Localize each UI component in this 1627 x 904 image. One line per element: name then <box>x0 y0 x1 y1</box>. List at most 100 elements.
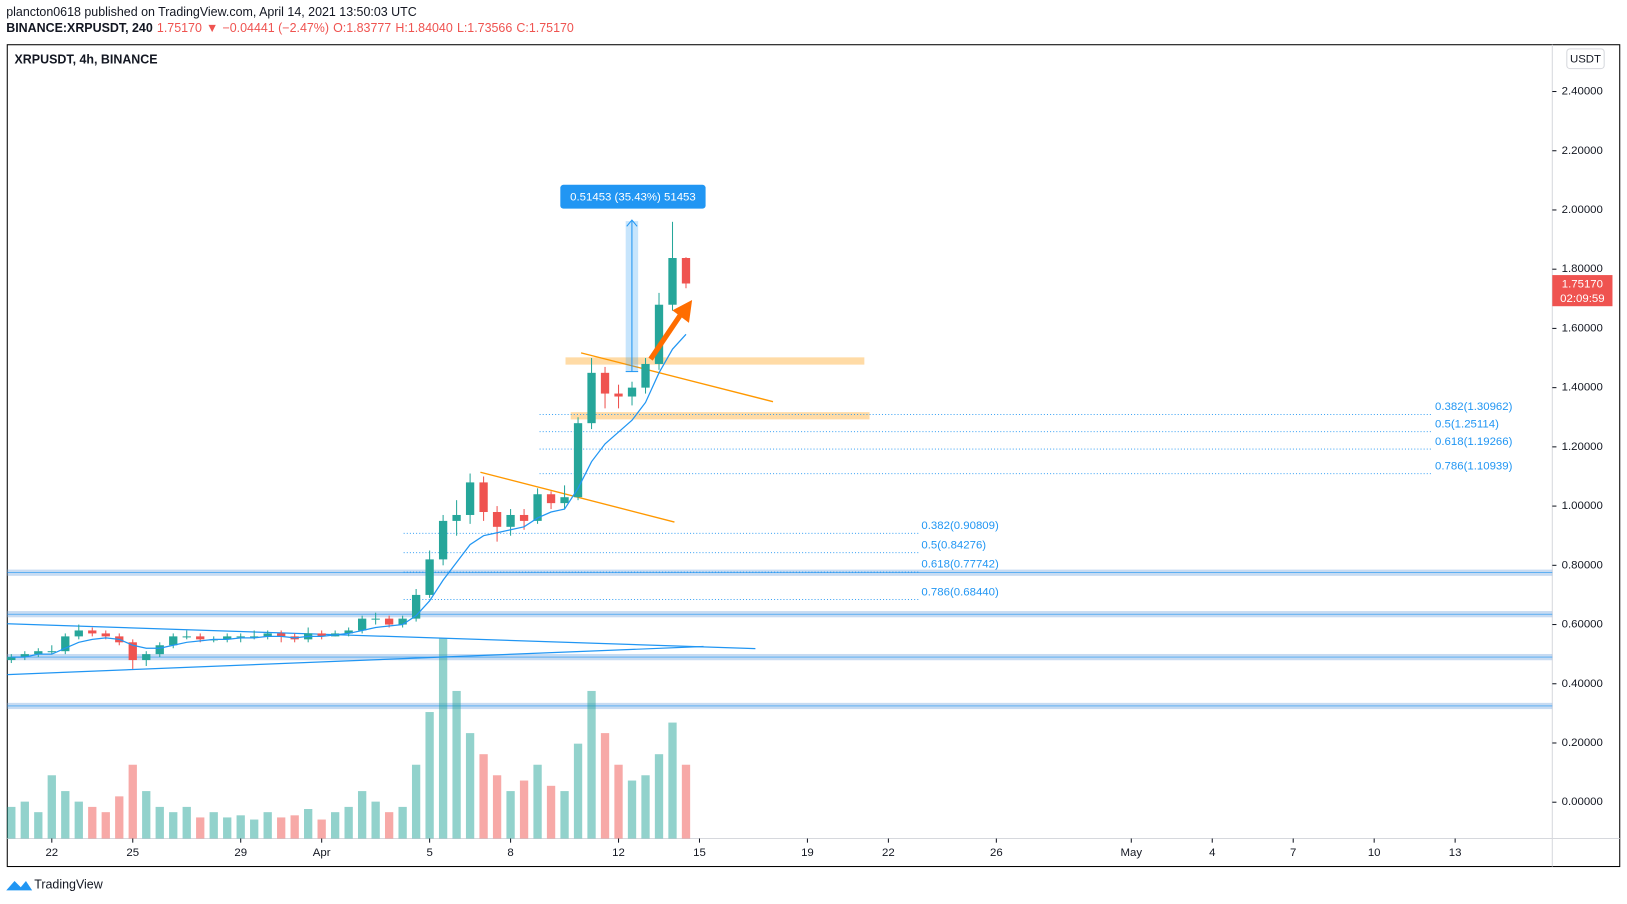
y-tick-label: 0.20000 <box>1562 737 1603 749</box>
volume-bar <box>384 812 394 839</box>
volume-bar <box>546 785 556 839</box>
fib-label: 0.618(1.19266) <box>1435 436 1513 448</box>
x-tick-label: May <box>1121 847 1143 859</box>
volume-bar <box>533 764 542 839</box>
price-tag-price: 1.75170 <box>1562 278 1603 290</box>
candle-body <box>61 636 70 652</box>
candle-body <box>223 636 232 640</box>
candle-body <box>142 654 151 661</box>
price-tag: 1.75170 02:09:59 <box>1552 275 1613 307</box>
candle-body <box>128 642 137 661</box>
candle-body <box>465 482 475 515</box>
candle-body <box>654 304 664 364</box>
y-tick-label: 0.80000 <box>1562 559 1603 571</box>
y-tick-label: 2.40000 <box>1562 86 1603 98</box>
candle-body <box>452 514 461 521</box>
volume-bar <box>668 722 677 839</box>
volume-bar <box>614 764 623 839</box>
candle-body <box>20 654 29 658</box>
x-tick-label: Apr <box>313 847 331 859</box>
fib-label: 0.382(1.30962) <box>1435 401 1513 413</box>
volume-bar <box>492 775 502 839</box>
volume-bar <box>34 812 43 839</box>
volume-bar <box>20 801 29 839</box>
byline: plancton0618 published on TradingView.co… <box>6 5 417 19</box>
legend: XRPUSDT, 4h, BINANCE <box>15 53 158 67</box>
candle-body <box>560 497 569 504</box>
candle-body <box>371 618 380 620</box>
price-tag-box <box>1552 275 1613 307</box>
volume-bar <box>438 638 448 839</box>
volume-bar <box>357 791 367 839</box>
candle-body <box>627 387 637 397</box>
layer-front <box>7 221 691 669</box>
y-tick-label: 0.40000 <box>1562 678 1603 690</box>
candle-body <box>182 636 191 638</box>
candle-body <box>155 645 164 655</box>
candle-body <box>600 372 610 394</box>
x-tick-label: 4 <box>1209 847 1216 859</box>
measure-label-box <box>560 184 706 209</box>
volume-bar <box>61 791 70 839</box>
volume-bar <box>425 712 434 839</box>
x-tick-label: 7 <box>1290 847 1296 859</box>
volume-bar <box>115 796 124 839</box>
volume-bar <box>250 819 259 839</box>
fib-label: 0.382(0.90809) <box>921 520 999 532</box>
price-tag-countdown: 02:09:59 <box>1560 293 1604 305</box>
quote-part: −0.04441 (−2.47%) <box>222 21 328 35</box>
brand-logo <box>6 881 33 891</box>
candle-body <box>344 630 353 634</box>
candle-body <box>506 514 515 527</box>
quote-part: O:1.83777 <box>333 21 391 35</box>
volume-bar <box>519 780 529 839</box>
candle-body <box>519 514 529 521</box>
volume-bar <box>573 743 583 839</box>
volume-bar <box>331 812 340 839</box>
candle-body <box>614 393 623 397</box>
layer-back: 0.382(1.30962) 0.5(1.25114) 0.618(1.19266)… <box>7 357 1553 839</box>
fib-label: 0.5(0.84276) <box>921 539 986 551</box>
candle-body <box>277 633 286 637</box>
candle-body <box>263 633 272 637</box>
forecast-arrow <box>648 313 683 361</box>
triangle-lower <box>7 645 704 676</box>
x-tick-label: 8 <box>507 847 513 859</box>
volume-bar <box>452 690 461 839</box>
x-tick-label: 19 <box>801 847 814 859</box>
trend-line <box>580 352 774 403</box>
x-tick-label: 15 <box>693 847 706 859</box>
currency: USDT <box>1570 53 1601 65</box>
x-tick-label: 26 <box>990 847 1003 859</box>
x-tick-label: 10 <box>1368 847 1381 859</box>
volume-bar <box>7 806 16 839</box>
volume-bar <box>142 791 151 839</box>
y-tick-label: 0.60000 <box>1562 619 1603 631</box>
volume-bar <box>304 809 313 839</box>
candle-body <box>573 423 583 498</box>
volume-bar <box>182 806 191 839</box>
y-tick-label: 1.00000 <box>1562 500 1603 512</box>
y-tick-label: 1.60000 <box>1562 322 1603 334</box>
x-tick-label: 12 <box>612 847 625 859</box>
currency-box <box>1566 48 1605 70</box>
candle-body <box>668 258 677 305</box>
y-tick-label: 1.40000 <box>1562 382 1603 394</box>
x-tick-label: 29 <box>234 847 247 859</box>
volume-bar <box>344 806 353 839</box>
candle-body <box>533 494 542 521</box>
fib-label: 0.5(1.25114) <box>1435 418 1499 430</box>
volume-bar <box>654 754 664 839</box>
volume-bar <box>209 812 218 839</box>
x-tick-label: 22 <box>882 847 895 859</box>
volume-bar <box>479 754 488 839</box>
measure-label: 0.51453 (35.43%) 51453 <box>570 191 696 203</box>
volume-bar <box>290 815 299 839</box>
candle-body <box>317 633 326 637</box>
candle-body <box>250 636 259 638</box>
quote: BINANCE:XRPUSDT, 240 1.75170 ▼ −0.04441 (−2… <box>6 21 574 35</box>
volume-bar <box>506 791 515 839</box>
candle-body <box>74 630 83 637</box>
x-tick-label: 22 <box>45 847 58 859</box>
